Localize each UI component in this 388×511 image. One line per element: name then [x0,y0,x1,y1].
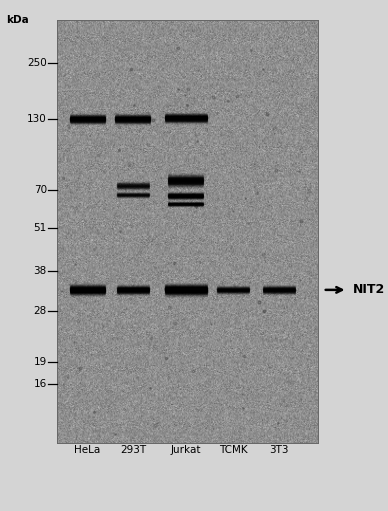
Text: kDa: kDa [6,15,29,26]
Text: HeLa: HeLa [74,445,100,455]
Text: 19: 19 [33,357,47,367]
Text: 250: 250 [27,58,47,68]
Text: 38: 38 [33,266,47,275]
Text: NIT2: NIT2 [353,284,385,296]
Text: Jurkat: Jurkat [170,445,201,455]
Text: 28: 28 [33,306,47,316]
Text: 3T3: 3T3 [269,445,289,455]
Text: 51: 51 [33,223,47,233]
Text: 16: 16 [33,379,47,389]
Text: 130: 130 [27,114,47,124]
Text: 293T: 293T [120,445,146,455]
Text: TCMK: TCMK [219,445,248,455]
Text: 70: 70 [34,185,47,195]
